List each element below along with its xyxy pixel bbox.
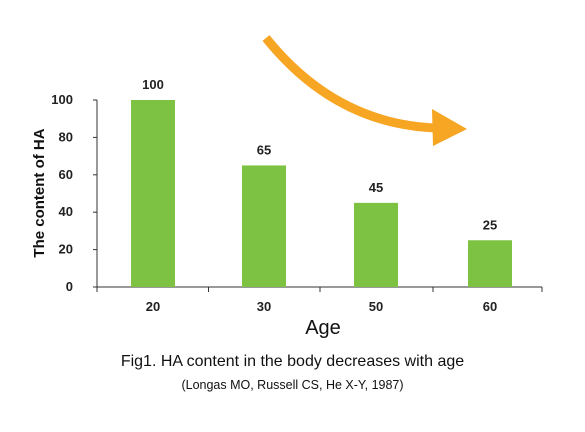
bar bbox=[354, 202, 398, 287]
bar-value-label: 65 bbox=[257, 142, 271, 157]
x-axis-title: Age bbox=[305, 317, 341, 339]
bar-value-label: 25 bbox=[483, 217, 497, 232]
downward-trend-arrow-icon bbox=[262, 35, 439, 133]
figure-source-citation: (Longas MO, Russell CS, He X-Y, 1987) bbox=[181, 378, 404, 392]
x-tick-label: 60 bbox=[483, 299, 497, 314]
bar bbox=[242, 165, 286, 287]
bar bbox=[468, 240, 512, 287]
bar-chart: 0 20 40 60 80 100 100 20 65 30 45 50 25 60 The conte… bbox=[31, 35, 543, 339]
bar-value-label: 100 bbox=[142, 77, 164, 92]
x-tick-label: 30 bbox=[257, 299, 271, 314]
x-tick-label: 50 bbox=[369, 299, 383, 314]
y-tick-label: 40 bbox=[59, 204, 73, 219]
y-tick-label: 20 bbox=[59, 242, 73, 257]
arrowhead-icon bbox=[432, 109, 467, 146]
bar-value-label: 45 bbox=[369, 180, 383, 195]
y-axis-title: The content of HA bbox=[31, 128, 48, 257]
y-tick-label: 100 bbox=[51, 92, 73, 107]
y-tick-label: 60 bbox=[59, 167, 73, 182]
y-tick-label: 80 bbox=[59, 129, 73, 144]
x-tick-label: 20 bbox=[146, 299, 160, 314]
bar bbox=[131, 100, 175, 287]
figure-caption: Fig1. HA content in the body decreases w… bbox=[120, 353, 465, 370]
y-tick-label: 0 bbox=[66, 279, 73, 294]
